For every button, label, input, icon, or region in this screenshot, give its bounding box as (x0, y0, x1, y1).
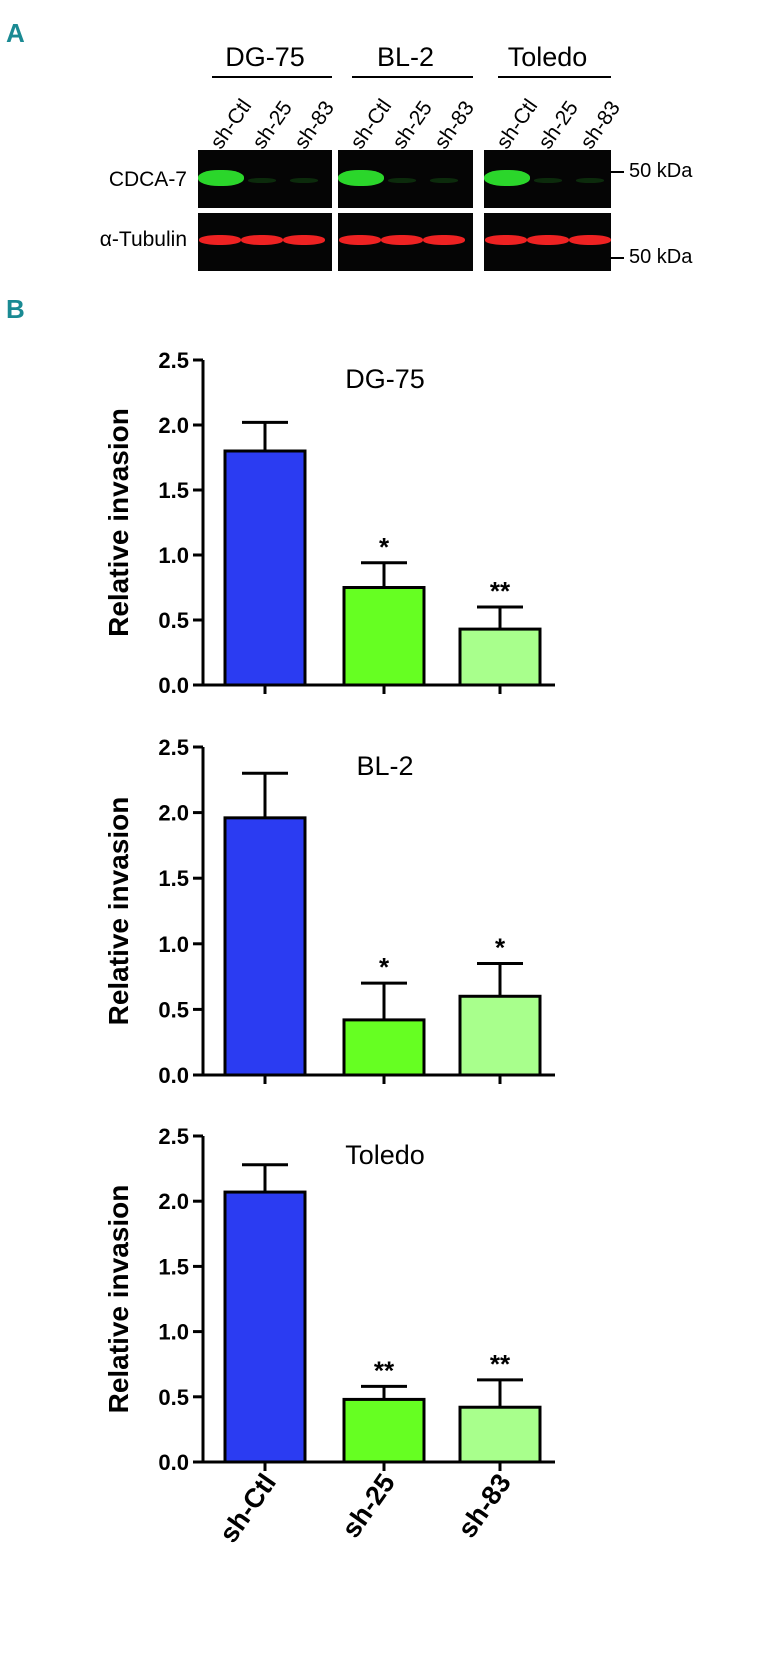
chart-title: BL-2 (356, 751, 413, 781)
tubulin-band (527, 235, 569, 245)
x-category-label: sh-25 (336, 1468, 401, 1543)
tubulin-band (485, 235, 527, 245)
significance-marker: * (379, 952, 390, 982)
significance-marker: * (495, 932, 506, 962)
y-tick-label: 2.5 (158, 348, 189, 373)
y-axis-label: Relative invasion (103, 797, 134, 1026)
cell-line-label: DG-75 (225, 42, 305, 72)
tubulin-blot-strip (198, 213, 332, 271)
bar-sh-25 (342, 1397, 426, 1464)
bar-sh-Ctl (223, 449, 307, 687)
blot-row-label: α-Tubulin (99, 228, 187, 251)
y-axis-label: Relative invasion (103, 1185, 134, 1414)
y-axis-label: Relative invasion (103, 408, 134, 637)
panel-a-letter: A (6, 18, 25, 48)
cell-line-underline (498, 76, 611, 78)
y-tick-label: 0.5 (158, 1385, 189, 1410)
lane-label: sh-25 (388, 96, 437, 154)
bar-sh-83 (458, 1405, 542, 1464)
lane-label: sh-Ctl (492, 95, 543, 154)
cdca7-band (290, 178, 318, 183)
lane-label: sh-Ctl (346, 95, 397, 154)
y-tick-label: 1.5 (158, 478, 189, 503)
tubulin-band (423, 235, 465, 245)
lane-label: sh-83 (576, 96, 625, 154)
cell-line-label: BL-2 (376, 42, 435, 72)
bar-sh-25 (342, 1018, 426, 1077)
lane-label: sh-83 (430, 96, 479, 154)
x-category-label: sh-Ctl (213, 1468, 281, 1548)
tubulin-band (283, 235, 325, 245)
y-tick-label: 0.0 (158, 1450, 189, 1475)
y-tick-label: 0.0 (158, 1063, 189, 1088)
cell-line-underline (352, 76, 473, 78)
y-tick-label: 2.5 (158, 735, 189, 760)
cdca7-band (248, 178, 276, 183)
cdca7-blot-strip (338, 150, 473, 208)
tubulin-band (199, 235, 241, 245)
cdca7-band (388, 178, 416, 183)
cdca7-band (198, 170, 244, 186)
cdca7-band (430, 178, 458, 183)
bar-sh-Ctl (223, 1190, 307, 1464)
cell-line-label: Toledo (507, 42, 588, 72)
significance-marker: ** (490, 576, 511, 606)
y-tick-label: 0.5 (158, 608, 189, 633)
molecular-weight-marker: 50 kDa (610, 160, 692, 183)
cdca7-band (338, 170, 384, 186)
y-tick-label: 1.5 (158, 866, 189, 891)
tubulin-band (569, 235, 611, 245)
lane-label: sh-83 (290, 96, 339, 154)
molecular-weight-marker: 50 kDa (610, 246, 692, 269)
y-tick-label: 1.5 (158, 1254, 189, 1279)
y-tick-label: 0.0 (158, 673, 189, 698)
chart-title: Toledo (345, 1140, 425, 1170)
y-tick-label: 1.0 (158, 1320, 189, 1345)
bar-sh-83 (458, 994, 542, 1077)
chart-title: DG-75 (345, 364, 425, 394)
significance-marker: * (379, 532, 390, 562)
y-tick-label: 1.0 (158, 543, 189, 568)
significance-marker: ** (490, 1349, 511, 1379)
y-tick-label: 2.0 (158, 1189, 189, 1214)
tubulin-band (241, 235, 283, 245)
bar-sh-Ctl (223, 816, 307, 1077)
tubulin-band (381, 235, 423, 245)
y-tick-label: 2.0 (158, 801, 189, 826)
cdca7-band (484, 170, 530, 186)
panel-b-letter: B (6, 294, 25, 324)
cdca7-band (534, 178, 562, 183)
cdca7-blot-strip (198, 150, 332, 208)
y-tick-label: 2.0 (158, 413, 189, 438)
blot-row-label: CDCA-7 (108, 168, 187, 191)
tubulin-band (339, 235, 381, 245)
bar-sh-25 (342, 586, 426, 687)
y-tick-label: 1.0 (158, 932, 189, 957)
cdca7-blot-strip (484, 150, 611, 208)
y-tick-label: 0.5 (158, 997, 189, 1022)
significance-marker: ** (374, 1355, 395, 1385)
y-tick-label: 2.5 (158, 1124, 189, 1149)
tubulin-blot-strip (338, 213, 473, 271)
lane-label: sh-25 (248, 96, 297, 154)
lane-label: sh-Ctl (206, 95, 257, 154)
lane-label: sh-25 (534, 96, 583, 154)
cell-line-underline (212, 76, 332, 78)
bar-sh-83 (458, 627, 542, 687)
x-category-label: sh-83 (452, 1468, 517, 1543)
tubulin-blot-strip (484, 213, 611, 271)
cdca7-band (576, 178, 604, 183)
